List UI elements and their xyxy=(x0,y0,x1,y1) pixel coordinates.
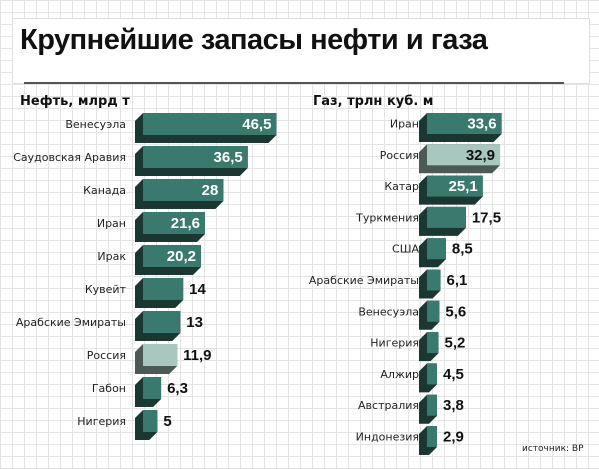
gas-category-label: Венесуэла xyxy=(358,305,419,318)
oil-bar xyxy=(143,311,181,333)
gas-bar xyxy=(427,269,441,291)
gas-value-label: 33,6 xyxy=(467,116,496,133)
oil-bar xyxy=(143,113,277,135)
gas-bar xyxy=(427,332,439,354)
gas-value-label: 5,2 xyxy=(445,335,466,352)
oil-category-label: Россия xyxy=(87,349,126,362)
gas-bar xyxy=(427,113,502,134)
gas-category-label: Арабские Эмираты xyxy=(309,274,419,287)
title-divider xyxy=(24,82,564,84)
gas-bar xyxy=(427,238,446,260)
gas-value-label: 5,6 xyxy=(445,303,466,320)
oil-bar xyxy=(143,344,178,366)
oil-chart-title: Нефть, млрд т xyxy=(20,94,130,109)
gas-bar xyxy=(427,206,466,228)
gas-value-label: 2,9 xyxy=(443,429,464,446)
gas-category-label: Австралия xyxy=(358,399,419,412)
oil-bar xyxy=(143,410,158,432)
oil-value-label: 13 xyxy=(186,314,203,331)
gas-category-label: Индонезия xyxy=(356,431,419,444)
gas-bar xyxy=(427,144,501,166)
gas-bar xyxy=(427,363,437,385)
gas-value-label: 8,5 xyxy=(452,241,473,258)
gas-category-label: Алжир xyxy=(380,368,419,381)
gas-bar xyxy=(427,300,440,322)
oil-value-label: 14 xyxy=(189,281,206,298)
gas-value-label: 32,9 xyxy=(466,147,495,164)
gas-bar xyxy=(427,175,483,197)
oil-bar xyxy=(143,278,184,300)
gas-category-label: США xyxy=(392,243,419,256)
oil-bar xyxy=(143,179,224,201)
oil-category-label: Ирак xyxy=(97,250,126,263)
gas-value-label: 25,1 xyxy=(449,178,478,195)
oil-value-label: 5 xyxy=(163,413,171,430)
gas-category-label: Катар xyxy=(384,180,419,193)
gas-value-label: 17,5 xyxy=(472,209,501,226)
oil-value-label: 36,5 xyxy=(214,149,243,166)
gas-bar xyxy=(427,426,437,447)
oil-value-label: 11,9 xyxy=(183,347,211,364)
oil-bar xyxy=(143,146,248,168)
oil-value-label: 6,3 xyxy=(167,380,188,397)
gas-chart-title: Газ, трлн куб. м xyxy=(313,94,434,109)
source-note: источник: BP xyxy=(522,444,584,454)
oil-category-label: Саудовская Аравия xyxy=(13,151,126,164)
page-title: Крупнейшие запасы нефти и газа xyxy=(20,24,488,56)
gas-bar xyxy=(427,394,437,416)
gas-category-label: Иран xyxy=(390,118,419,131)
gas-value-label: 6,1 xyxy=(447,272,468,289)
oil-category-label: Иран xyxy=(97,217,126,230)
oil-bar xyxy=(143,377,162,399)
oil-category-label: Венесуэла xyxy=(65,118,126,131)
oil-category-label: Габон xyxy=(92,382,126,395)
oil-value-label: 21,6 xyxy=(171,215,200,232)
oil-bar xyxy=(143,212,205,234)
oil-category-label: Арабские Эмираты xyxy=(16,316,126,329)
gas-category-label: Россия xyxy=(380,149,419,162)
gas-category-label: Нигерия xyxy=(370,337,419,350)
oil-value-label: 20,2 xyxy=(167,248,196,265)
oil-category-label: Нигерия xyxy=(77,415,126,428)
title-panel xyxy=(12,18,590,84)
oil-value-label: 46,5 xyxy=(242,116,271,133)
oil-bar xyxy=(143,245,201,267)
gas-value-label: 4,5 xyxy=(443,366,464,383)
gas-value-label: 3,8 xyxy=(443,397,464,414)
oil-category-label: Канада xyxy=(83,184,126,197)
oil-value-label: 28 xyxy=(202,182,219,199)
gas-category-label: Туркмения xyxy=(355,211,419,224)
oil-category-label: Кувейт xyxy=(85,283,127,296)
